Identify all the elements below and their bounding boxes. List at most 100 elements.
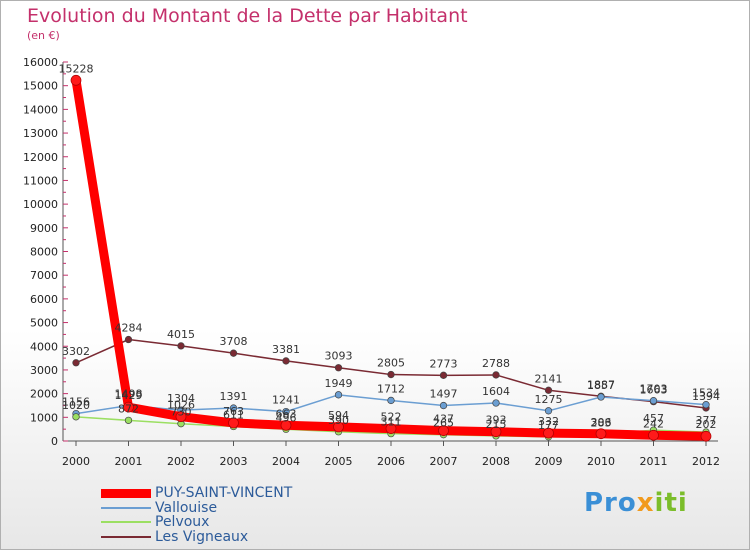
line-chart: 0 1000 2000 3000 4000 5000 6000 7000 8000 9000 100…: [23, 56, 721, 468]
data-point-puy-saint-vincent: [700, 430, 712, 442]
data-point-puy-saint-vincent: [175, 411, 187, 423]
chart-title: Evolution du Montant de la Dette par Hab…: [27, 5, 468, 27]
data-label-vallouise: 1949: [325, 377, 353, 390]
data-point-puy-saint-vincent: [123, 401, 134, 413]
y-tick-label: 5000: [30, 317, 58, 330]
data-point-puy-saint-vincent: [438, 425, 449, 436]
data-point-pelvoux: [72, 413, 80, 421]
data-point-puy-saint-vincent: [70, 74, 82, 86]
data-label-puy-saint-vincent: 522: [381, 411, 402, 424]
data-label-vallouise: 1857: [587, 379, 615, 392]
y-tick-label: 12000: [23, 151, 58, 164]
y-tick-label: 6000: [30, 293, 58, 306]
data-label-les vigneaux: 2788: [482, 357, 510, 370]
y-tick-label: 1000: [30, 411, 58, 424]
y-tick-label: 4000: [30, 340, 58, 353]
data-label-pelvoux: 311: [381, 416, 402, 429]
data-label-les vigneaux: 2141: [535, 372, 563, 385]
data-point-puy-saint-vincent: [333, 421, 344, 433]
data-point-les vigneaux: [387, 370, 395, 379]
y-tick-label: 11000: [23, 174, 58, 187]
data-label-puy-saint-vincent: 663: [276, 407, 297, 420]
data-label-puy-saint-vincent: 332: [538, 415, 559, 428]
data-point-les vigneaux: [439, 371, 448, 379]
x-tick-label: 2005: [325, 455, 353, 468]
data-label-pelvoux: 265: [433, 417, 454, 430]
data-label-vallouise: 1156: [62, 396, 90, 409]
legend-item-pelvoux: Pelvoux: [101, 514, 401, 530]
legend-item-vallouise: Vallouise: [101, 499, 401, 516]
data-label-puy-saint-vincent: 393: [486, 414, 507, 427]
data-label-pelvoux: 611: [223, 409, 244, 422]
data-label-pelvoux: 377: [696, 414, 717, 427]
data-label-puy-saint-vincent: 242: [643, 417, 664, 430]
data-label-les vigneaux: 3381: [272, 343, 300, 356]
proxiti-logo: Proxiti: [584, 488, 688, 518]
data-label-les vigneaux: 3708: [220, 335, 248, 348]
data-point-vallouise: [544, 407, 553, 415]
data-label-puy-saint-vincent: 306: [591, 416, 612, 429]
legend-swatch-les-vigneaux: [101, 535, 151, 538]
x-tick-label: 2011: [640, 455, 668, 468]
data-point-puy-saint-vincent: [385, 423, 397, 434]
data-point-les vigneaux: [124, 335, 133, 344]
data-labels: 3302 4284 4015 3708 3381 3093 2805 2773 2788 2141…: [59, 62, 721, 432]
data-label-vallouise: 1534: [692, 387, 720, 400]
y-tick-labels: 0 1000 2000 3000 4000 5000 6000 7000 8000 9000 100…: [23, 56, 58, 448]
data-point-les vigneaux: [334, 364, 343, 372]
data-label-vallouise: 1703: [640, 383, 668, 396]
data-label-puy-saint-vincent: 594: [328, 409, 349, 422]
data-label-pelvoux: 730: [171, 406, 192, 419]
data-label-puy-saint-vincent: 202: [696, 418, 717, 431]
data-point-puy-saint-vincent: [595, 428, 607, 440]
x-tick-label: 2007: [430, 455, 458, 468]
x-tick-label: 2000: [62, 455, 90, 468]
data-label-les vigneaux: 4015: [167, 328, 195, 341]
y-tick-label: 9000: [30, 222, 58, 235]
data-label-les vigneaux: 1394: [692, 390, 720, 403]
data-label-les vigneaux: 1887: [587, 378, 615, 391]
data-point-vallouise: [597, 393, 605, 401]
data-point-vallouise: [334, 391, 343, 399]
legend-swatch-pelvoux: [101, 521, 151, 523]
data-label-vallouise: 1391: [220, 390, 248, 403]
data-label-les vigneaux: 3302: [62, 345, 90, 358]
data-label-les vigneaux: 3093: [325, 350, 353, 363]
legend-label-puy-saint-vincent: PUY-SAINT-VINCENT: [155, 485, 293, 501]
data-label-puy-saint-vincent: 1429: [115, 389, 143, 402]
legend-label-vallouise: Vallouise: [155, 499, 218, 516]
data-point-puy-saint-vincent: [648, 429, 659, 441]
data-point-vallouise: [702, 401, 710, 409]
legend-item-les-vigneaux: Les Vigneaux: [101, 529, 401, 545]
data-label-vallouise: 1275: [535, 393, 563, 406]
data-label-puy-saint-vincent: 1026: [167, 399, 195, 412]
data-point-vallouise: [439, 401, 448, 410]
data-point-les vigneaux: [544, 386, 553, 394]
legend-item-puy-saint-vincent: PUY-SAINT-VINCENT: [101, 485, 401, 501]
data-label-pelvoux: 215: [486, 418, 507, 431]
data-label-pelvoux: 872: [118, 402, 139, 415]
series-lines: [70, 74, 712, 442]
data-point-les vigneaux: [177, 342, 185, 350]
data-label-vallouise: 1304: [167, 392, 195, 405]
data-label-pelvoux: 283: [591, 416, 612, 429]
data-label-vallouise: 1604: [482, 385, 510, 398]
x-tick-label: 2006: [377, 455, 405, 468]
data-point-vallouise: [492, 399, 500, 407]
data-point-les vigneaux: [72, 359, 80, 367]
x-tick-label: 2010: [587, 455, 615, 468]
data-label-les vigneaux: 4284: [115, 322, 143, 335]
y-tick-label: 2000: [30, 388, 58, 401]
data-point-vallouise: [229, 404, 238, 412]
data-label-pelvoux: 177: [538, 419, 559, 432]
y-tick-label: 13000: [23, 127, 58, 140]
axes: [62, 61, 718, 446]
data-label-pelvoux: 390: [328, 414, 349, 427]
data-point-puy-saint-vincent: [228, 417, 239, 429]
y-tick-label: 0: [51, 435, 58, 448]
data-label-vallouise: 1712: [377, 382, 405, 395]
x-tick-label: 2008: [482, 455, 510, 468]
y-tick-label: 16000: [23, 56, 58, 69]
data-point-les vigneaux: [492, 371, 500, 379]
